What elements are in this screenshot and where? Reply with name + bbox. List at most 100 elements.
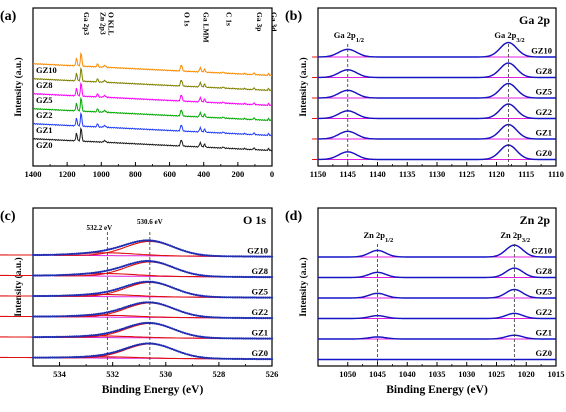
data-point xyxy=(73,273,76,276)
data-point xyxy=(190,292,193,296)
data-point xyxy=(116,308,119,311)
data-point xyxy=(31,253,35,257)
data-point xyxy=(251,316,254,320)
series-line xyxy=(32,126,273,152)
data-point xyxy=(129,242,132,245)
data-point xyxy=(86,251,89,254)
data-point xyxy=(36,274,39,277)
data-point xyxy=(173,266,176,269)
data-point xyxy=(253,337,256,340)
data-point xyxy=(34,336,37,339)
series-line xyxy=(32,66,273,92)
data-point xyxy=(42,335,46,339)
data-point xyxy=(203,274,206,277)
data-point xyxy=(71,273,74,276)
data-point xyxy=(157,323,161,326)
data-point xyxy=(51,356,54,359)
data-point xyxy=(103,311,106,314)
data-point xyxy=(164,325,167,328)
data-point xyxy=(188,292,191,295)
data-point xyxy=(260,337,263,340)
data-point xyxy=(34,274,37,277)
data-point xyxy=(99,312,102,315)
data-point xyxy=(77,252,80,255)
data-point xyxy=(121,286,124,289)
data-point xyxy=(142,322,145,325)
data-point xyxy=(244,337,247,340)
data-point xyxy=(253,275,256,279)
data-point xyxy=(210,316,213,319)
x-tick-label: 1020 xyxy=(518,369,535,379)
data-point xyxy=(168,285,171,288)
peak-label: Ga 2p3 xyxy=(82,12,91,35)
fit-line xyxy=(318,334,556,340)
data-point xyxy=(177,309,180,312)
data-point xyxy=(203,315,206,318)
data-point xyxy=(123,264,126,267)
data-point xyxy=(197,314,200,317)
data-point xyxy=(220,275,224,278)
fit-line xyxy=(33,342,272,360)
data-point xyxy=(207,357,211,360)
data-point xyxy=(262,337,265,340)
data-point xyxy=(42,274,46,277)
data-point xyxy=(66,356,69,359)
data-point xyxy=(97,250,100,253)
data-point xyxy=(257,255,261,258)
data-point xyxy=(81,252,85,255)
data-point xyxy=(212,254,215,257)
data-point xyxy=(212,295,215,298)
data-point xyxy=(177,268,180,271)
data-point xyxy=(242,275,245,279)
data-point xyxy=(92,334,95,337)
data-point xyxy=(64,294,67,297)
data-point xyxy=(144,239,148,242)
data-point xyxy=(218,255,221,258)
data-point xyxy=(97,354,100,357)
data-point xyxy=(162,283,165,286)
data-point xyxy=(144,301,148,304)
data-point xyxy=(201,315,204,318)
data-point xyxy=(188,312,191,315)
component-peak xyxy=(0,356,225,360)
data-point xyxy=(225,316,228,319)
data-point xyxy=(244,275,247,279)
data-point xyxy=(34,294,37,298)
data-point xyxy=(231,296,234,299)
data-point xyxy=(49,294,52,297)
data-point xyxy=(203,356,206,359)
data-point xyxy=(101,353,104,356)
data-point xyxy=(264,296,267,299)
data-point xyxy=(147,321,150,324)
data-point xyxy=(134,261,137,264)
peak-label: O 1s xyxy=(182,12,191,26)
data-point xyxy=(58,356,61,359)
data-point xyxy=(142,280,145,283)
data-point xyxy=(242,255,245,258)
data-point xyxy=(251,357,254,361)
data-point xyxy=(121,244,124,247)
data-point xyxy=(40,336,43,339)
data-point xyxy=(136,261,139,264)
x-tick-label: 1145 xyxy=(339,169,356,179)
data-point xyxy=(199,315,202,318)
data-point xyxy=(73,356,76,359)
panel-c: (c) O 1s 534 532 530 528 526 Intensity (a.u.) Bi… xyxy=(0,207,278,396)
data-point xyxy=(68,356,71,359)
data-point xyxy=(81,293,85,296)
data-point xyxy=(99,291,102,294)
data-point xyxy=(71,294,74,297)
data-point xyxy=(255,358,258,361)
data-point xyxy=(162,303,165,306)
series-line xyxy=(32,96,273,122)
data-point xyxy=(238,255,241,258)
data-point xyxy=(192,313,195,317)
data-point xyxy=(118,245,121,248)
data-point xyxy=(84,293,87,296)
data-point xyxy=(212,275,215,278)
data-point xyxy=(166,346,169,349)
data-point xyxy=(203,336,206,339)
data-point xyxy=(140,301,143,304)
data-point xyxy=(47,274,50,277)
